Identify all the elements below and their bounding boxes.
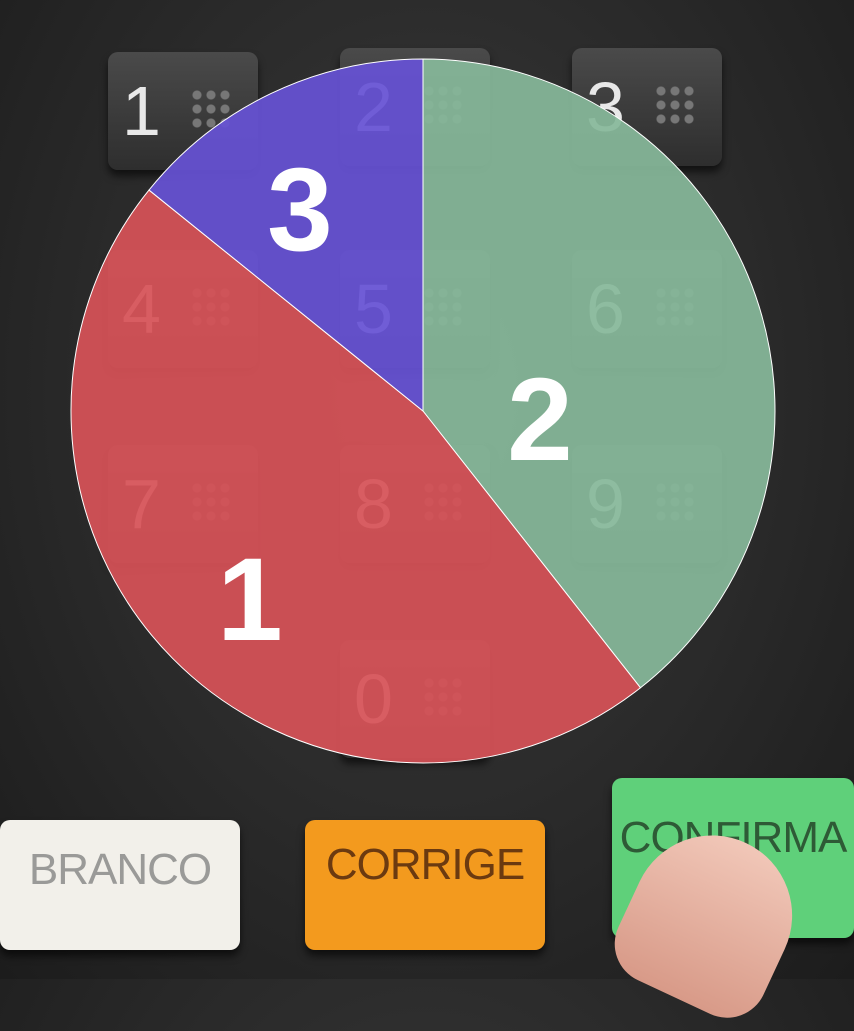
slice-label: 3	[267, 144, 333, 276]
branco-button: BRANCO	[0, 820, 240, 950]
key-digit: 1	[122, 72, 161, 150]
pie-chart: 2 1 3	[70, 58, 776, 764]
slice-label: 2	[507, 354, 573, 486]
pie-slice-3	[148, 58, 424, 413]
key-1: 1	[108, 52, 258, 170]
pie-slice-2	[422, 58, 776, 689]
corrige-button: CORRIGE	[305, 820, 545, 950]
slice-label: 1	[217, 534, 283, 666]
pie-slice-1	[70, 189, 642, 764]
